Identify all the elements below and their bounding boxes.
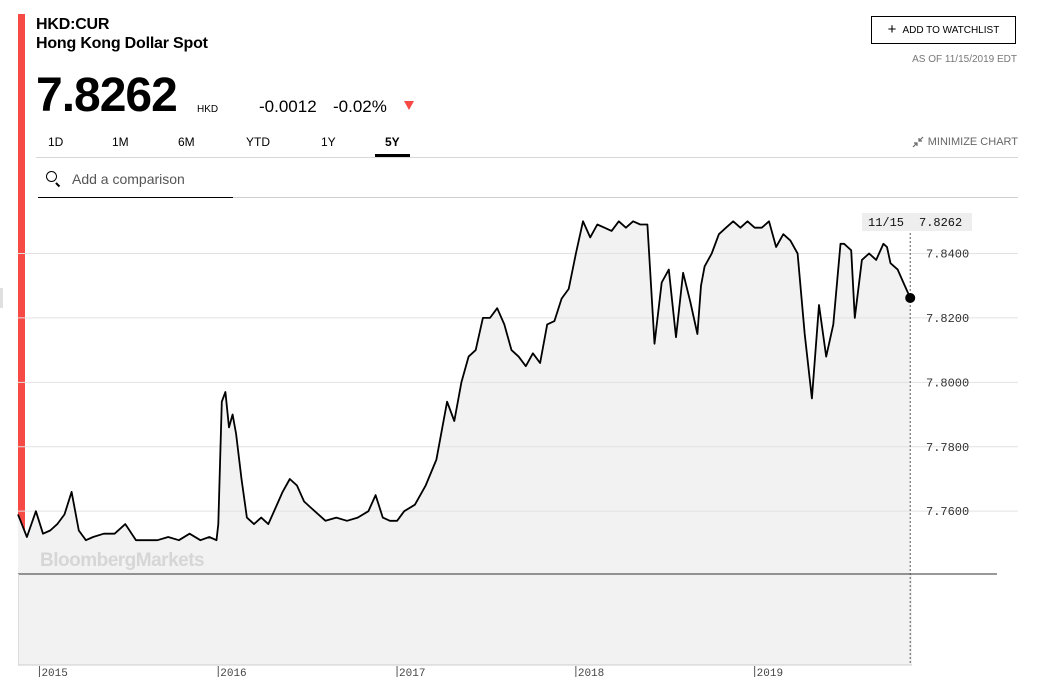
watermark: BloombergMarkets <box>40 550 204 571</box>
lower-area <box>18 574 912 665</box>
x-tick-label: 2017 <box>399 668 425 680</box>
scroll-marker <box>0 288 3 308</box>
comparison-search <box>38 163 234 198</box>
tab-1d[interactable]: 1D <box>48 135 64 149</box>
last-price: 7.8262 <box>36 69 178 122</box>
as-of-timestamp: AS OF 11/15/2019 EDT <box>912 54 1017 65</box>
tab-1y[interactable]: 1Y <box>321 135 336 149</box>
last-point-marker <box>905 292 916 303</box>
x-tick-label: 2019 <box>757 668 783 680</box>
price-change-percent: -0.02% <box>333 97 387 116</box>
price-change: -0.0012 <box>259 97 317 116</box>
search-icon <box>46 171 57 182</box>
comparison-input[interactable] <box>70 170 234 188</box>
price-currency: HKD <box>197 104 219 115</box>
security-name: Hong Kong Dollar Spot <box>36 35 208 52</box>
minimize-chart-button[interactable]: MINIMIZE CHART <box>912 136 1018 148</box>
accent-bar <box>18 14 25 544</box>
tab-ytd[interactable]: YTD <box>246 135 270 149</box>
down-arrow-icon <box>404 101 414 110</box>
last-date-label: 11/15 <box>868 216 904 230</box>
series-area <box>18 221 911 575</box>
range-tabs: 1D 1M 6M YTD 1Y 5Y <box>36 133 1018 158</box>
tab-6m[interactable]: 6M <box>178 135 195 149</box>
y-tick-label: 7.7600 <box>926 505 969 519</box>
x-tick-label: 2015 <box>41 668 67 680</box>
tab-5y[interactable]: 5Y <box>375 133 410 157</box>
comparison-divider <box>233 197 1018 198</box>
watchlist-label: ADD TO WATCHLIST <box>902 24 1000 36</box>
minimize-label: MINIMIZE CHART <box>927 136 1018 148</box>
tab-1m[interactable]: 1M <box>112 135 129 149</box>
x-tick-label: 2016 <box>220 668 246 680</box>
add-to-watchlist-button[interactable]: + ADD TO WATCHLIST <box>871 16 1016 44</box>
y-tick-label: 7.7800 <box>926 441 969 455</box>
y-tick-label: 7.8000 <box>926 376 969 390</box>
last-value-box <box>862 213 972 231</box>
y-tick-label: 7.8200 <box>926 312 969 326</box>
plus-icon: + <box>887 21 897 38</box>
last-value-label: 7.8262 <box>919 216 962 230</box>
y-tick-label: 7.8400 <box>926 247 969 261</box>
minimize-arrows-icon <box>912 136 924 148</box>
series-line <box>17 220 912 542</box>
ticker-symbol: HKD:CUR <box>36 16 110 33</box>
x-tick-label: 2018 <box>578 668 604 680</box>
